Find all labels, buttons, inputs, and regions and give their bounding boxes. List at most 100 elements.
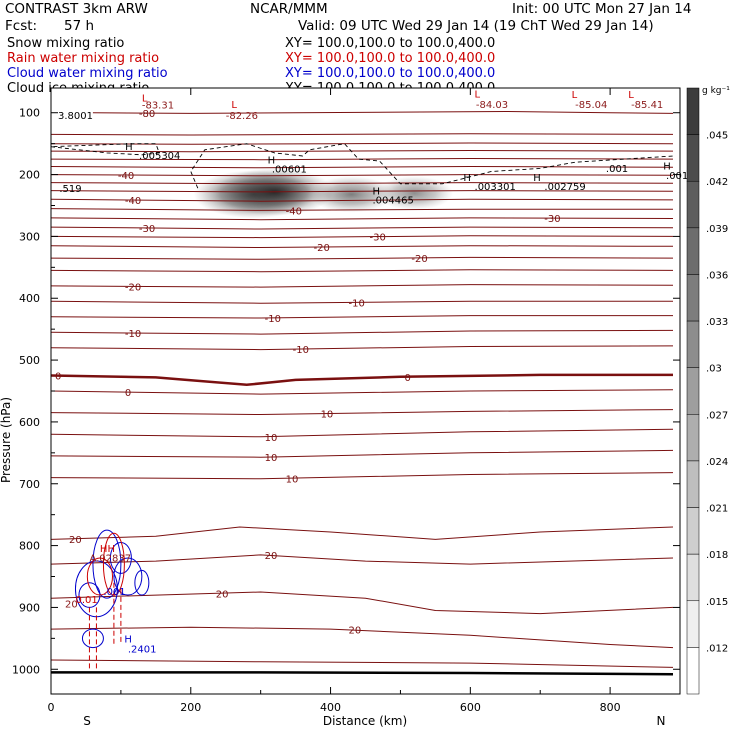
temperature-contour-20	[51, 329, 674, 335]
y-tick-label-0: 100	[19, 107, 40, 120]
temperature-contour-30	[51, 591, 674, 615]
contour-label-14: 0	[55, 372, 61, 383]
temperature-contour-17	[51, 284, 674, 288]
colorbar-segment-12	[686, 647, 700, 695]
plot-label-27: .001	[103, 587, 125, 598]
temperature-contour-27	[51, 472, 674, 480]
plot-labels-group: L-83.313.8001L-82.26L-84.03L-85.04L-85.4…	[58, 89, 695, 655]
contour-label-8: -20	[411, 254, 427, 265]
temperature-contour-32	[51, 659, 674, 668]
forecast-label: Fcst:	[5, 18, 38, 34]
plot-label-10: -85.41	[631, 100, 663, 111]
contour-label-15: 0	[404, 373, 410, 384]
x-axis-label: Distance (km)	[323, 714, 407, 728]
plot-label-22: H	[663, 162, 671, 173]
temperature-contour-5	[51, 165, 674, 169]
temperature-contour-24	[51, 409, 674, 416]
contour-label-5: -30	[139, 224, 155, 235]
plot-label-9: L	[628, 90, 634, 101]
x-tick-label-4: 800	[600, 701, 621, 714]
colorbar-segment-9	[686, 507, 700, 555]
contour-label-17: 10	[321, 410, 334, 421]
plot-label-15: H	[372, 186, 380, 197]
rain-contour-1	[86, 557, 114, 596]
colorbar-segment-2	[686, 180, 700, 229]
y-tick-label-4: 500	[19, 354, 40, 367]
temperature-contour-22	[51, 373, 673, 387]
cloud-ice-contours-group	[51, 143, 674, 189]
contour-label-23: 20	[216, 589, 229, 600]
temperature-contour-8	[51, 190, 674, 193]
colorbar-segment-3	[686, 227, 700, 275]
contour-label-16: 0	[125, 388, 131, 399]
plot-label-21: .001	[606, 164, 628, 175]
cloud-water-contour-4	[113, 557, 143, 596]
colorbar-segment-10	[686, 553, 700, 602]
plot-label-25: HH	[100, 544, 115, 555]
colorbar-segment-0	[686, 87, 700, 135]
temperature-contour-12	[51, 226, 674, 230]
x-tick-label-0: 0	[48, 701, 55, 714]
colorbar-label-11: .012	[706, 643, 728, 654]
x-tick-label-3: 600	[460, 701, 481, 714]
plot-label-19: H	[533, 173, 541, 184]
temperature-contour-6	[51, 174, 674, 177]
plot-label-7: L	[572, 90, 578, 101]
temperature-contour-7	[51, 182, 674, 185]
rain-contours-group	[86, 532, 125, 670]
colorbar-group: .045 .042 .039 .036 .033 .03 .027 .024 .021 .018.…	[686, 87, 728, 695]
init-time: Init: 00 UTC Mon 27 Jan 14	[512, 1, 692, 17]
plot-label-6: -84.03	[476, 100, 508, 111]
colorbar-label-5: .03	[706, 364, 722, 375]
cloud-water-contour-5	[134, 569, 150, 596]
y-tick-label-6: 700	[19, 478, 40, 491]
valid-time: Valid: 09 UTC Wed 29 Jan 14 (19 ChT Wed …	[298, 18, 654, 34]
colorbar-segment-4	[686, 274, 700, 322]
surface-line-group	[51, 671, 674, 676]
temperature-contour-21	[51, 345, 674, 351]
y-tick-label-9: 1000	[12, 663, 40, 676]
colorbar-segment-6	[686, 367, 700, 415]
snow-shade-3	[375, 176, 454, 211]
colorbar-label-9: .018	[706, 550, 728, 561]
temperature-contour-26	[51, 449, 674, 458]
x-end-label-north: N	[657, 714, 666, 728]
cloud-ice-contour-1	[190, 143, 674, 189]
field-snow-name: Snow mixing ratio	[7, 36, 125, 51]
contour-label-11: -10	[265, 314, 281, 325]
forecast-hour: 57 h	[64, 18, 95, 34]
colorbar-label-8: .021	[706, 504, 728, 515]
contour-label-20: 10	[286, 474, 299, 485]
temperature-contour-0	[92, 110, 674, 114]
colorbar-segment-1	[686, 134, 700, 182]
field-snow-xy: XY= 100.0,100.0 to 100.0,400.0	[285, 36, 496, 51]
temperature-contour-25	[51, 428, 674, 438]
figure-title: CONTRAST 3km ARW	[5, 1, 148, 17]
contour-label-12: -10	[125, 329, 141, 340]
plot-label-17: H	[463, 173, 471, 184]
colorbar-label-0: .045	[706, 131, 728, 142]
field-rain-xy: XY= 100.0,100.0 to 100.0,400.0	[285, 51, 496, 66]
plot-label-8: -85.04	[575, 100, 607, 111]
contour-label-18: 10	[265, 433, 278, 444]
temperature-contour-31	[51, 626, 674, 649]
colorbar-segment-7	[686, 414, 700, 462]
plot-label-12: .005304	[139, 151, 180, 162]
contour-label-10: -10	[349, 298, 365, 309]
plot-label-5: L	[475, 89, 481, 100]
plot-label-29: 20	[65, 599, 78, 610]
temperature-contour-11	[51, 217, 674, 221]
plot-label-20: .002759	[544, 182, 585, 193]
plot-label-24: .519	[59, 184, 81, 195]
temperature-contour-16	[51, 269, 674, 273]
contour-label-13: -10	[293, 345, 309, 356]
plot-label-4: -82.26	[226, 111, 258, 122]
contour-label-21: 20	[69, 535, 82, 546]
plot-label-28: 0.01	[75, 595, 97, 606]
plot-label-1: -83.31	[142, 100, 174, 111]
temperature-contour-15	[51, 256, 674, 260]
plot-label-18: .003301	[475, 182, 516, 193]
temperature-contour-14	[51, 245, 674, 249]
colorbar-label-10: .015	[706, 597, 728, 608]
